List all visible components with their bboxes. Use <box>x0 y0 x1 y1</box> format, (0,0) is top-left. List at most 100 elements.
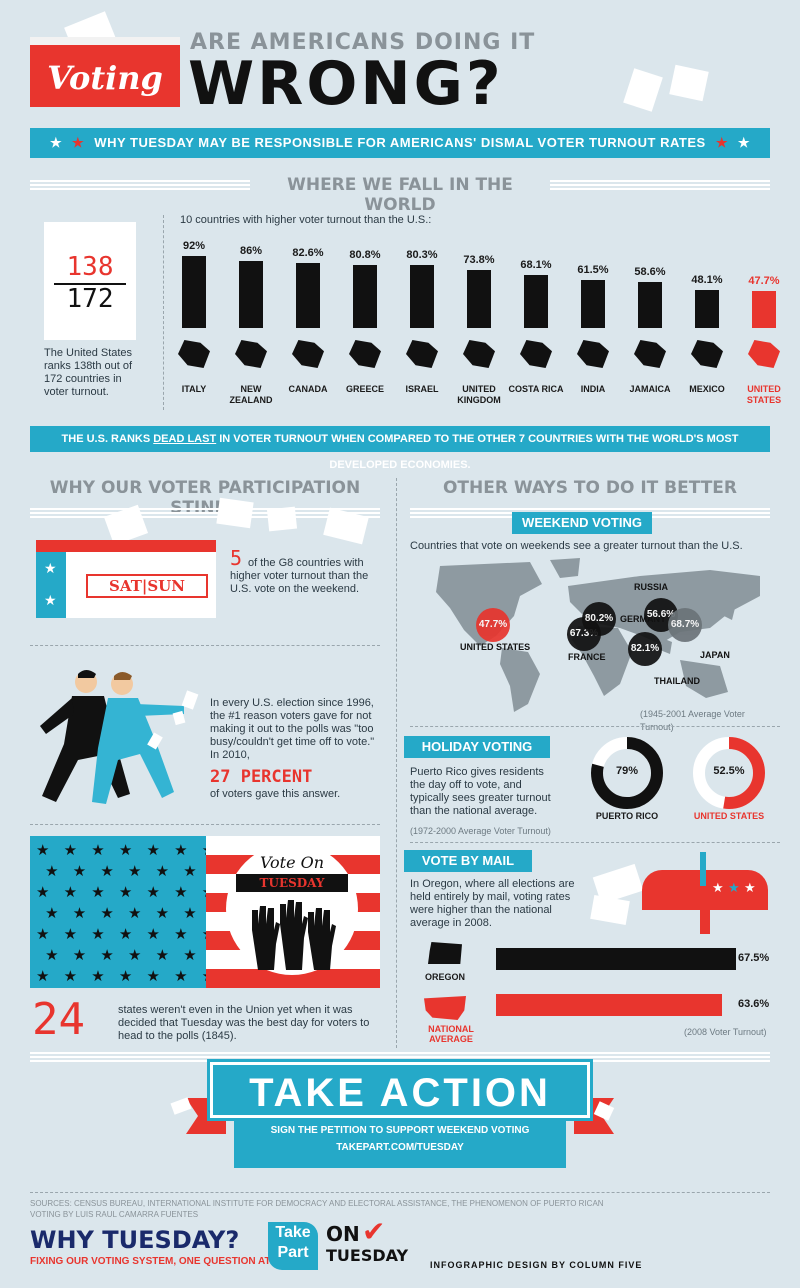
map-marker: 82.1% <box>628 632 662 666</box>
national-value: 63.6% <box>738 998 770 1010</box>
star-icon: ★ <box>44 592 57 608</box>
chart-value-label: 92% <box>182 240 206 252</box>
puerto-rico-value: 79% <box>615 765 639 777</box>
chart-caption: 10 countries with higher voter turnout t… <box>180 214 432 226</box>
header-headline: WRONG? <box>188 49 504 119</box>
logo-tuesday: TUESDAY <box>326 1246 409 1265</box>
map-marker-label: THAILAND <box>654 676 700 686</box>
turnout-bar-chart: 92% ITALY 86% NEW ZEALAND 82.6% CANADA 80.8% GR… <box>0 0 800 420</box>
take-action-button[interactable]: TAKE ACTION <box>207 1059 593 1121</box>
us-donut <box>693 737 765 809</box>
chart-bar <box>581 279 605 328</box>
flag-stripe <box>206 969 380 988</box>
weekend-markers: 47.7% UNITED STATES 67.3% FRANCE 80.2% GERMAN… <box>460 582 730 686</box>
sources-text: SOURCES: CENSUS BUREAU, INTERNATIONAL IN… <box>30 1199 604 1219</box>
action-petition-text: SIGN THE PETITION TO SUPPORT WEEKEND VOT… <box>270 1125 530 1136</box>
puerto-rico-donut <box>591 737 663 809</box>
chart-value-label: 86% <box>239 244 263 257</box>
star-icon: ★ <box>728 880 740 895</box>
national-label: NATIONAL AVERAGE <box>428 1024 474 1044</box>
chart-value-label: 80.8% <box>349 248 381 261</box>
header-kicker: ARE AMERICANS DOING IT <box>190 30 536 55</box>
weekend-title: WEEKEND VOTING <box>512 512 652 534</box>
subtitle-banner: ★ ★ WHY TUESDAY MAY BE RESPONSIBLE FOR A… <box>30 128 770 158</box>
chart-category-label: INDIA <box>580 384 606 394</box>
takepart-logo-take: Take <box>275 1224 311 1241</box>
takepart-logo-part: Part <box>277 1244 309 1261</box>
chart-category-label: ISRAEL <box>405 384 439 394</box>
section-divider <box>410 842 780 843</box>
action-link[interactable]: TAKEPART.COM/TUESDAY <box>336 1142 464 1153</box>
star-icon: ★ <box>44 560 57 576</box>
chart-bar <box>296 263 320 328</box>
mailbox-flag-icon <box>700 852 706 886</box>
chart-category-label: NEW ZEALAND <box>229 384 273 405</box>
star-icon: ★ <box>715 135 728 150</box>
footer-brand: WHY TUESDAY? <box>30 1226 240 1254</box>
rank-description: The United States ranks 138th out of 172… <box>44 347 133 398</box>
oregon-value: 67.5% <box>738 952 770 964</box>
chart-bar <box>467 270 491 328</box>
envelope-icon <box>590 895 630 925</box>
chart-value-label: 82.6% <box>292 247 324 260</box>
chart-value-label: 58.6% <box>634 266 666 279</box>
chart-category-label: ITALY <box>181 384 207 394</box>
flag-stars: ★ ★ ★ ★ ★ ★ ★ ★ ★ ★ ★ ★ ★ ★ ★ ★ ★ ★ ★ ★ … <box>36 842 206 985</box>
chart-category-label: MEXICO <box>689 384 725 394</box>
map-marker-label: GERMANY <box>620 614 667 624</box>
rank-total: 172 <box>66 284 114 314</box>
busy-percent: 27 PERCENT <box>210 767 313 787</box>
section-divider <box>30 824 380 825</box>
ballot-box-icon <box>30 37 180 107</box>
states-text: states weren't even in the Union yet whe… <box>118 1004 370 1042</box>
chart-category-label: UNITED STATES <box>746 384 782 405</box>
busy-tail: of voters gave this answer. <box>210 788 341 800</box>
chart-value-label: 61.5% <box>577 263 609 276</box>
star-icon: ★ <box>50 135 63 150</box>
flag-canton: ★ ★ ★ ★ ★ ★ ★ ★ ★ ★ ★ ★ ★ ★ ★ ★ ★ ★ ★ ★ … <box>30 836 206 988</box>
vote-sign-banner: TUESDAY <box>236 874 348 892</box>
states-number: 24 <box>32 994 85 1045</box>
divider-stripes <box>30 1052 770 1062</box>
vote-sign-script: Vote On <box>259 853 325 872</box>
us-donut-label: UNITED STATES <box>693 811 765 821</box>
mail-note: (2008 Voter Turnout) <box>684 1027 767 1037</box>
section-heading-better: OTHER WAYS TO DO IT BETTER <box>442 478 738 498</box>
chart-bar <box>695 290 719 328</box>
weekend-caption: Countries that vote on weekends see a gr… <box>410 540 743 552</box>
column-divider <box>396 478 397 1048</box>
divider-stripes <box>30 508 380 518</box>
oregon-label: OREGON <box>424 972 465 982</box>
takepart-logo <box>268 1222 318 1270</box>
busy-text: In every U.S. election since 1996, the #… <box>210 697 375 761</box>
chart-bar <box>353 264 377 328</box>
chart-bar <box>182 256 206 328</box>
running-voters-illustration <box>40 670 199 804</box>
puerto-rico-label: PUERTO RICO <box>595 811 659 821</box>
chart-value-label: 68.1% <box>520 258 552 271</box>
checkmark-icon: ✔ <box>362 1216 386 1247</box>
star-icon: ★ <box>737 135 750 150</box>
ballot-paper-icon <box>170 1097 192 1115</box>
rank-card <box>44 222 136 340</box>
divider-stripes <box>550 180 770 190</box>
mailbox-post <box>700 910 710 934</box>
us-shape-icon <box>424 996 466 1020</box>
footer-tagline: FIXING OUR VOTING SYSTEM, ONE QUESTION A… <box>30 1256 307 1267</box>
ballot-box-stripe <box>36 552 66 618</box>
star-icon: ★ <box>72 135 85 150</box>
rank-number: 138 <box>66 252 114 282</box>
g8-text: of the G8 countries with higher voter tu… <box>230 557 369 595</box>
chart-value-label: 48.1% <box>691 274 723 287</box>
map-marker: 47.7% <box>476 608 510 642</box>
star-icon: ★ <box>712 880 724 895</box>
chart-bar <box>410 265 434 328</box>
mail-text: In Oregon, where all elections are held … <box>410 878 575 929</box>
holiday-note: (1972-2000 Average Voter Turnout) <box>410 826 551 836</box>
sat-sun-label: SAT|SUN <box>86 574 208 598</box>
chart-value-label: 47.7% <box>748 274 780 287</box>
chart-bar <box>752 290 776 328</box>
national-bar <box>496 994 723 1016</box>
map-marker-label: RUSSIA <box>634 582 669 592</box>
oregon-bar <box>496 948 736 970</box>
